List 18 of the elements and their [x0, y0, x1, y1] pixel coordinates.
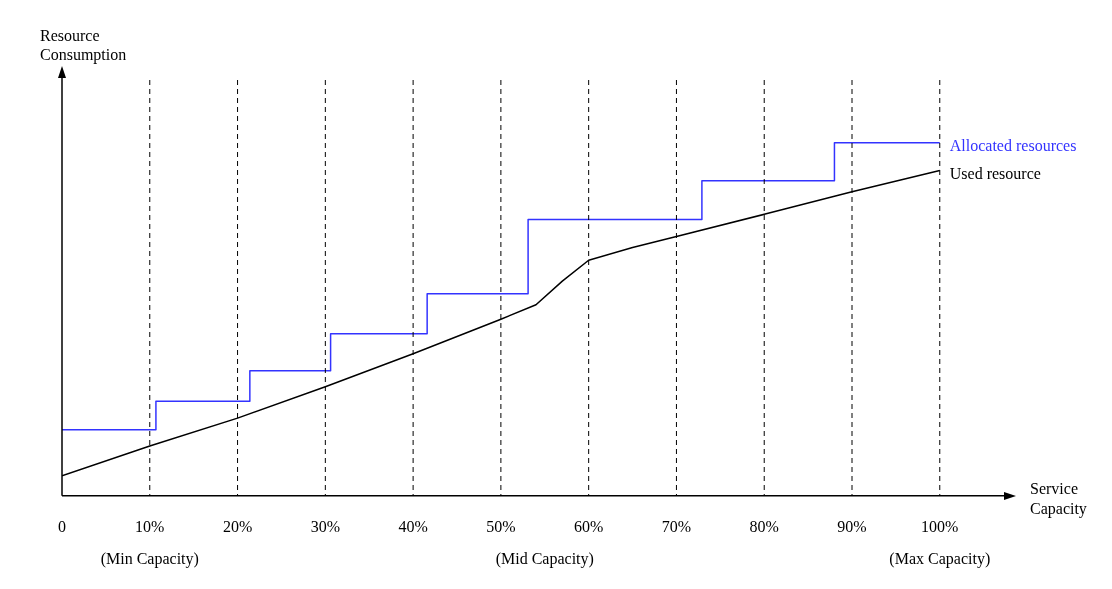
x-tick-label: 40% [398, 517, 428, 535]
x-tick-label: 30% [310, 517, 340, 535]
series-label: Allocated resources [949, 136, 1077, 154]
text: (Min Capacity) [100, 549, 199, 568]
y-axis-title: Resource Consumption [40, 27, 127, 64]
x-axis-title: Service Capacity [1030, 479, 1087, 518]
x-tick-label: 90% [837, 517, 867, 535]
x-tick-label: 60% [574, 517, 604, 535]
x-tick-label: 80% [749, 517, 779, 535]
x-tick-label: 70% [661, 517, 692, 535]
series-label: Used resource [949, 164, 1041, 182]
x-tick-label: 20% [222, 517, 253, 535]
x-tick-label: 100% [921, 517, 959, 535]
x-tick-label: 50% [486, 517, 516, 535]
text: (Max Capacity) [889, 549, 991, 568]
x-tick-label: 10% [135, 517, 165, 535]
text: (Mid Capacity) [495, 549, 594, 568]
x-tick-label: 0 [58, 517, 66, 535]
